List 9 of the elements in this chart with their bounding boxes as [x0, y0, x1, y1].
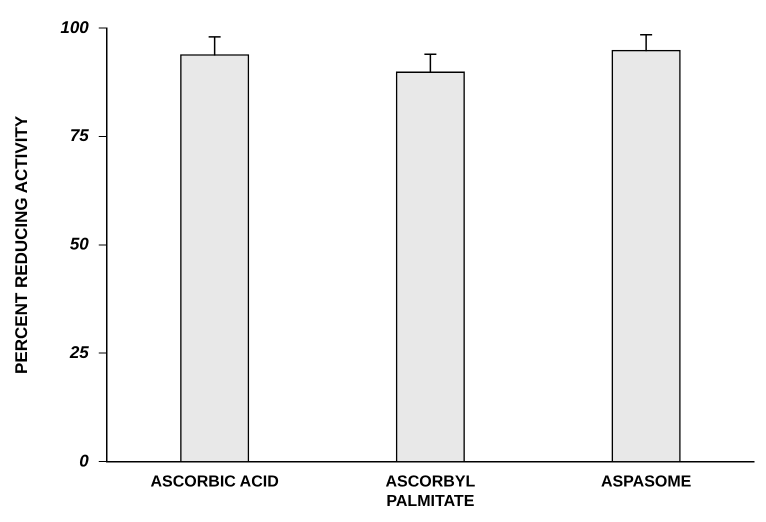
- y-axis-title: PERCENT REDUCING ACTIVITY: [12, 115, 31, 374]
- y-tick-label: 0: [79, 451, 90, 470]
- x-tick-label: ASPASOME: [600, 474, 692, 491]
- y-tick-label: 50: [70, 234, 90, 254]
- x-tick-label: ASCORBIC ACID: [150, 474, 279, 491]
- y-tick-label: 25: [68, 342, 90, 362]
- y-tick-label: 100: [60, 18, 90, 37]
- y-tick-label: 75: [70, 126, 90, 146]
- x-tick-label: ASCORBYL PALMITATE: [385, 474, 476, 510]
